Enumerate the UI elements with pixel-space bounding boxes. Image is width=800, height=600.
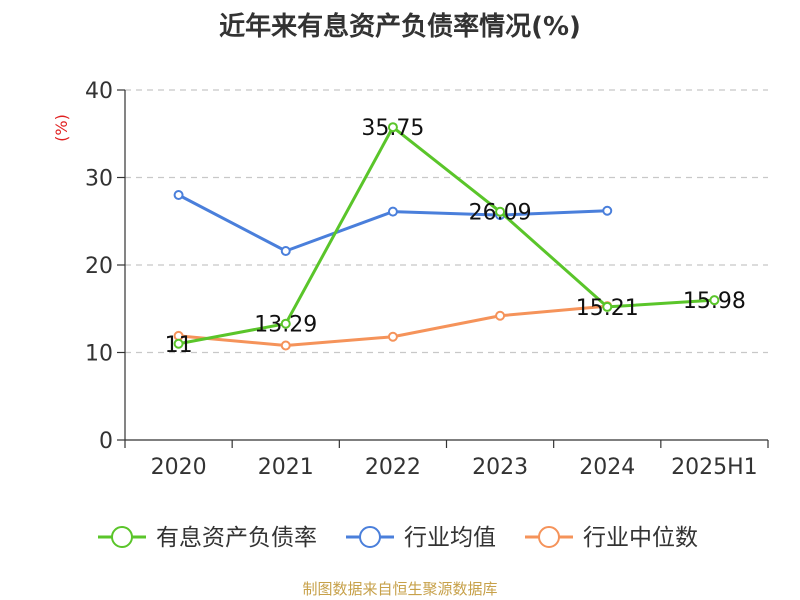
y-axis-title: (%) xyxy=(52,114,71,142)
y-tick-label: 40 xyxy=(85,79,113,104)
series-line-0 xyxy=(178,125,715,346)
data-label: 15.98 xyxy=(683,289,746,314)
data-label: 15.21 xyxy=(576,296,639,321)
data-point xyxy=(495,310,506,321)
data-point xyxy=(602,301,613,312)
grid-lines xyxy=(125,89,768,354)
legend: 有息资产负债率 行业均值 行业中位数 xyxy=(98,525,698,551)
y-tick-label: 20 xyxy=(85,254,113,279)
data-point xyxy=(280,340,291,351)
legend-marker xyxy=(538,526,560,548)
chart-title: 近年来有息资产负债率情况(%) xyxy=(219,12,581,42)
x-tick-label: 2025H1 xyxy=(671,455,758,480)
data-point xyxy=(280,246,291,256)
axes: 0 10 20 30 40 (%) 2020 2021 2022 2023 2024 2025H1 xyxy=(52,79,769,480)
data-label: 26.09 xyxy=(469,201,532,226)
legend-marker xyxy=(111,526,133,548)
data-point xyxy=(173,338,184,349)
series-line-1 xyxy=(177,193,608,253)
legend-label: 行业中位数 xyxy=(583,525,698,551)
legend-label: 行业均值 xyxy=(404,525,496,551)
data-point xyxy=(280,318,291,329)
data-point xyxy=(602,205,613,216)
data-label: 11 xyxy=(165,333,193,358)
y-tick-label: 30 xyxy=(85,167,113,192)
data-point xyxy=(495,206,506,217)
x-tick-label: 2020 xyxy=(151,455,207,480)
legend-label: 有息资产负债率 xyxy=(156,525,317,551)
data-labels: 11 13.29 35.75 26.09 15.21 15.98 xyxy=(165,116,746,358)
data-label: 35.75 xyxy=(361,116,424,141)
y-tick-label: 0 xyxy=(99,429,113,454)
x-tick-label: 2024 xyxy=(579,455,635,480)
legend-marker xyxy=(359,526,381,548)
data-point xyxy=(709,295,720,306)
x-tick-label: 2023 xyxy=(472,455,528,480)
x-tick-label: 2022 xyxy=(365,455,421,480)
x-tick-label: 2021 xyxy=(258,455,314,480)
data-label: 13.29 xyxy=(254,313,317,338)
data-point xyxy=(387,122,398,133)
data-point xyxy=(173,190,184,200)
source-note: 制图数据来自恒生聚源数据库 xyxy=(302,580,498,598)
series-lines xyxy=(173,122,720,351)
data-point xyxy=(387,331,398,342)
y-tick-label: 10 xyxy=(85,342,113,367)
data-point xyxy=(387,206,398,217)
